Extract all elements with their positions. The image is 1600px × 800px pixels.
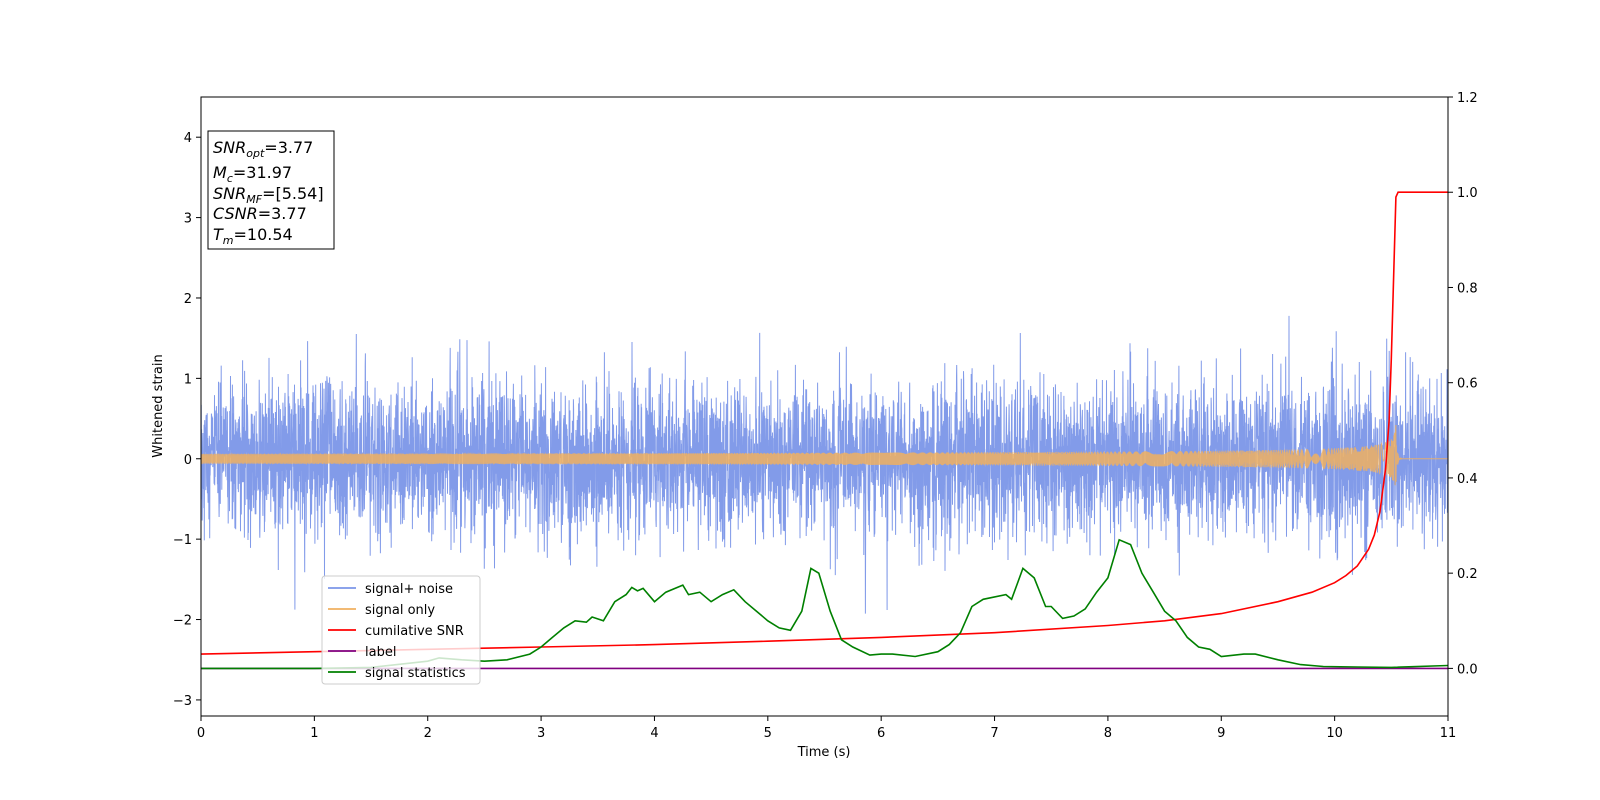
series-signal-only (201, 424, 1448, 486)
y-axis-label: Whitened strain (151, 354, 166, 457)
series-signal-statistics (201, 538, 1448, 670)
series-cumilative-snr (201, 191, 1448, 655)
x-tick-label: 10 (1326, 726, 1343, 741)
x-tick-label: 2 (424, 726, 432, 741)
x-axis-label: Time (s) (797, 745, 851, 760)
x-tick-label: 1 (310, 726, 318, 741)
legend-frame (321, 575, 481, 685)
y-right-tick-label: 0.0 (1457, 662, 1478, 677)
y-left-tick-label: −2 (173, 614, 192, 629)
plot-frame (200, 96, 1449, 717)
x-tick-label: 5 (764, 726, 772, 741)
legend: signal+ noise signal only cumilative SNR la… (321, 575, 481, 685)
x-tick-label: 9 (1217, 726, 1225, 741)
y-right-tick-label: 0.8 (1457, 281, 1478, 296)
y-left-tick-label: 3 (184, 212, 192, 227)
x-axis: 0 1 2 3 4 5 6 7 8 9 10 11 (197, 716, 1456, 741)
y-right-tick-label: 0.6 (1457, 377, 1478, 392)
series-signal-noise (201, 315, 1448, 614)
annotation-line: SNRMF=[5.54] (213, 184, 324, 206)
y-right-tick-label: 0.2 (1457, 567, 1478, 582)
x-tick-label: 7 (990, 726, 998, 741)
legend-entry: signal only (365, 603, 435, 618)
annotation-line: Mc=31.97 (213, 163, 292, 185)
annotation-line: SNRopt=3.77 (213, 138, 313, 160)
y-left-tick-label: −3 (173, 694, 192, 709)
y-left-tick-label: −1 (173, 533, 192, 548)
y-right-tick-label: 1.0 (1457, 186, 1478, 201)
x-tick-label: 6 (877, 726, 885, 741)
x-tick-label: 8 (1104, 726, 1112, 741)
x-tick-label: 4 (650, 726, 658, 741)
annotation-box: SNRopt=3.77 Mc=31.97SNRMF=[5.54]CSNR=3.77… (207, 130, 335, 250)
y-right-tick-label: 0.4 (1457, 472, 1478, 487)
y-right-tick-label: 1.2 (1457, 91, 1478, 106)
annotation-line: CSNR=3.77 (213, 204, 307, 223)
right-y-axis: 0.0 0.2 0.4 0.6 0.8 1.0 1.2 (1448, 91, 1478, 677)
y-left-tick-label: 1 (184, 372, 192, 387)
x-tick-label: 11 (1440, 726, 1457, 741)
annotation-line: Tm=10.54 (213, 225, 293, 247)
x-tick-label: 3 (537, 726, 545, 741)
y-left-tick-label: 0 (184, 453, 192, 468)
legend-entry: cumilative SNR (365, 624, 464, 639)
y-left-tick-label: 2 (184, 292, 192, 307)
legend-entry: signal+ noise (365, 582, 453, 597)
legend-entry: label (365, 645, 396, 660)
x-tick-label: 0 (197, 726, 205, 741)
annotation-frame (207, 130, 335, 250)
y-left-tick-label: 4 (184, 131, 192, 146)
legend-entry: signal statistics (365, 666, 466, 681)
left-y-axis: −3 −2 −1 0 1 2 3 4 (173, 131, 201, 709)
